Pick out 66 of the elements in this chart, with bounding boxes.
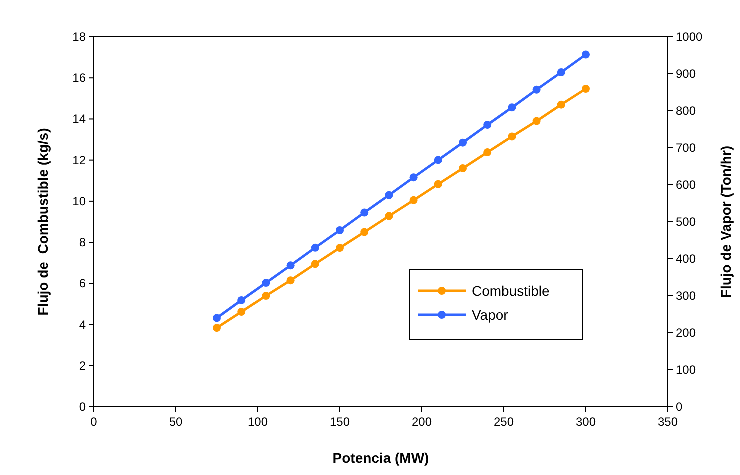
y2-axis-title: Flujo de Vapor (Ton/hr) (718, 146, 734, 298)
point (336, 244, 344, 252)
point (360, 228, 369, 236)
x-tick-label: 100 (248, 415, 268, 429)
point (459, 138, 467, 147)
point (385, 212, 394, 220)
x-tick-label: 300 (576, 415, 596, 429)
x-tick-label: 50 (169, 415, 183, 429)
point (410, 196, 418, 204)
point (508, 132, 516, 141)
y-tick-label: 4 (79, 318, 86, 332)
y-tick-label: 16 (72, 71, 86, 86)
y-tick-label: 0 (79, 400, 86, 414)
y2-tick-label: 0 (676, 400, 683, 414)
y-axis-title: Flujo de Combustible (kg/s) (35, 128, 51, 316)
point (213, 324, 221, 332)
x-tick-label: 250 (494, 415, 514, 429)
point (410, 174, 418, 182)
point (238, 308, 246, 316)
y2-tick-label: 200 (676, 326, 696, 340)
point (508, 104, 516, 112)
point (286, 276, 295, 285)
y-tick-label: 14 (72, 112, 86, 126)
x-tick-label: 150 (330, 415, 350, 429)
point (286, 262, 295, 270)
x-tick-label: 350 (658, 415, 678, 429)
y2-tick-label: 700 (676, 141, 696, 155)
point (262, 279, 270, 288)
y-tick-label: 8 (79, 236, 86, 250)
point (532, 86, 541, 94)
point (582, 50, 590, 59)
y2-tick-label: 100 (676, 363, 696, 377)
point (238, 296, 246, 304)
y-tick-label: 2 (79, 358, 86, 373)
point (484, 148, 492, 157)
y2-tick-label: 1000 (676, 30, 704, 44)
point (311, 260, 320, 268)
y2-tick-label: 400 (676, 252, 696, 266)
point (484, 121, 492, 130)
legend-label: Combustible (472, 283, 550, 299)
y2-tick-label: 500 (676, 215, 696, 229)
y-tick-label: 6 (79, 276, 86, 291)
point (582, 85, 590, 94)
point (434, 156, 442, 164)
x-tick-label: 200 (412, 415, 432, 429)
point (262, 292, 270, 300)
y2-tick-label: 300 (676, 289, 696, 303)
point (459, 164, 467, 173)
x-axis-title: Potencia (MW) (332, 450, 430, 466)
point (213, 314, 221, 322)
point (434, 180, 442, 188)
y2-tick-label: 600 (676, 178, 696, 192)
y-tick-label: 10 (72, 194, 86, 208)
y2-tick-label: 800 (676, 104, 696, 118)
y-tick-label: 18 (72, 30, 86, 44)
x-tick-label: 0 (90, 415, 98, 429)
legend-label: Vapor (472, 307, 509, 323)
y2-tick-label: 900 (676, 67, 696, 81)
y-tick-label: 12 (72, 153, 86, 168)
point (311, 244, 320, 252)
point (557, 100, 566, 109)
point (385, 191, 394, 200)
point (532, 117, 541, 126)
point (336, 226, 344, 235)
point (557, 68, 566, 77)
point (360, 208, 369, 217)
